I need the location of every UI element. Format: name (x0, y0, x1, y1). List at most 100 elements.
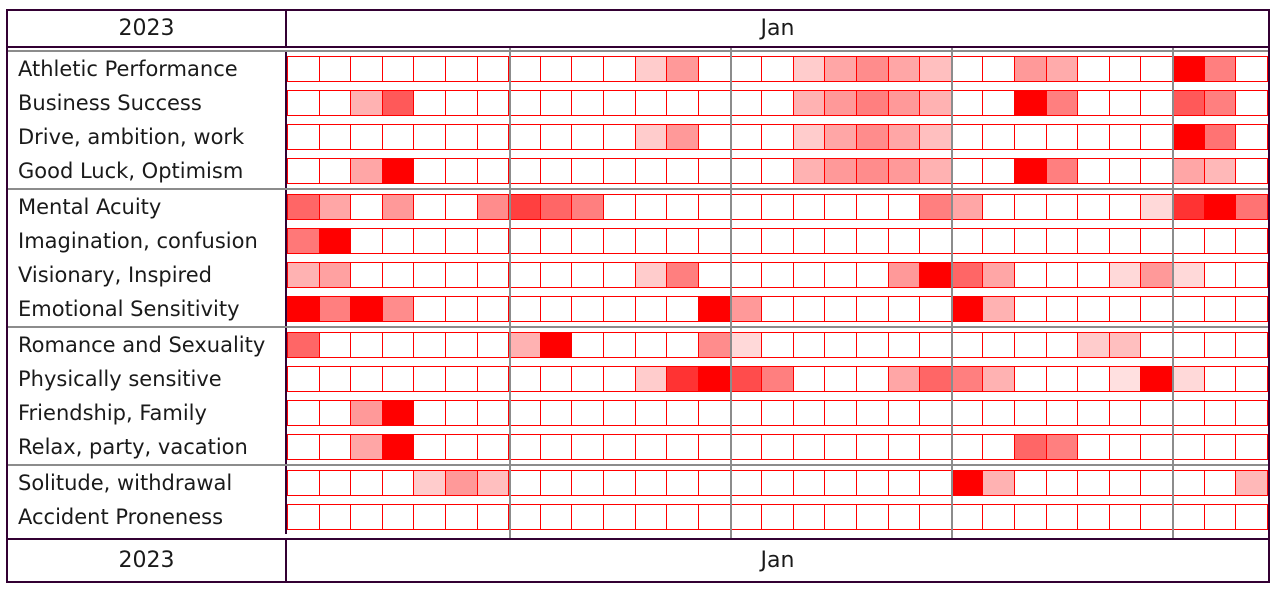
heat-cell (1045, 434, 1079, 460)
heat-cell (824, 296, 857, 322)
calendar-row: Solitude, withdrawal (8, 466, 1268, 500)
heat-cell (1045, 194, 1079, 220)
heat-cell (761, 228, 794, 254)
heat-cell (950, 332, 984, 358)
heat-cell (824, 400, 857, 426)
heat-band (287, 90, 1268, 116)
heat-cell (697, 296, 731, 322)
heat-cell (476, 400, 510, 426)
heat-cell (729, 158, 763, 184)
calendar-row: Romance and Sexuality (8, 328, 1268, 362)
calendar-row: Imagination, confusion (8, 224, 1268, 258)
heat-cell (729, 504, 763, 530)
heat-cell (855, 332, 889, 358)
heat-cell (1077, 124, 1110, 150)
heat-cell (445, 366, 478, 392)
heat-cell (982, 332, 1016, 358)
heat-cell (476, 124, 510, 150)
heat-cell (729, 366, 763, 392)
heat-cell (634, 504, 668, 530)
heat-cell (1172, 504, 1205, 530)
heat-cell (1235, 332, 1268, 358)
heat-cell (729, 400, 763, 426)
heat-cell (697, 262, 731, 288)
heat-cell (287, 400, 320, 426)
heat-cell (855, 366, 889, 392)
calendar-row: Physically sensitive (8, 362, 1268, 396)
heat-cell (603, 434, 636, 460)
heat-cell (1172, 90, 1205, 116)
heat-cell (1077, 400, 1110, 426)
heat-cell (508, 124, 541, 150)
heat-cell (1108, 56, 1142, 82)
heat-cell (761, 366, 794, 392)
heat-cell (1235, 56, 1268, 82)
row-label: Drive, ambition, work (8, 120, 287, 154)
heat-cell (919, 194, 952, 220)
heat-cell (381, 296, 415, 322)
row-label: Romance and Sexuality (8, 328, 287, 362)
heat-cell (476, 194, 510, 220)
heat-cell (1108, 194, 1142, 220)
heat-cell (1235, 124, 1268, 150)
heat-cell (761, 434, 794, 460)
heat-cell (1077, 90, 1110, 116)
heat-cell (1077, 504, 1110, 530)
heat-cell (1108, 470, 1142, 496)
heat-cell (318, 124, 352, 150)
heat-cell (634, 158, 668, 184)
heat-cell (729, 434, 763, 460)
heat-cell (919, 56, 952, 82)
heat-cell (634, 366, 668, 392)
heat-cell (1140, 470, 1174, 496)
heat-cell (634, 56, 668, 82)
heat-cell (982, 158, 1016, 184)
heat-cell (697, 158, 731, 184)
header-month-label: Jan (760, 16, 795, 41)
heat-cell (1140, 158, 1174, 184)
calendar-row: Relax, party, vacation (8, 430, 1268, 464)
heat-cell (476, 470, 510, 496)
heat-cell (381, 90, 415, 116)
heat-cell (476, 296, 510, 322)
heat-cell (1045, 366, 1079, 392)
heat-cell (1108, 158, 1142, 184)
heat-cell (697, 366, 731, 392)
heat-cell (539, 332, 573, 358)
heat-cell (919, 366, 952, 392)
heat-cell (761, 158, 794, 184)
heat-cell (445, 400, 478, 426)
heat-cell (950, 262, 984, 288)
heat-cell (318, 228, 352, 254)
heat-cell (318, 56, 352, 82)
heat-cell (1203, 158, 1237, 184)
heat-cell (318, 400, 352, 426)
heat-cell (919, 262, 952, 288)
heat-cell (1014, 90, 1047, 116)
heat-cell (729, 90, 763, 116)
heat-cell (287, 158, 320, 184)
heat-cell (855, 262, 889, 288)
heat-cell (350, 56, 383, 82)
heat-cell (1014, 332, 1047, 358)
heat-cell (287, 194, 320, 220)
heat-cell (824, 504, 857, 530)
heat-band (287, 194, 1268, 220)
heat-cell (1203, 504, 1237, 530)
heat-cell (350, 296, 383, 322)
heat-cell (350, 194, 383, 220)
heat-cell (1203, 332, 1237, 358)
heat-cell (381, 158, 415, 184)
heat-cell (381, 470, 415, 496)
footer-year-label: 2023 (8, 540, 287, 581)
heat-cell (761, 400, 794, 426)
heat-cell (1014, 296, 1047, 322)
heat-cell (476, 228, 510, 254)
row-label: Solitude, withdrawal (8, 466, 287, 500)
heat-cell (413, 228, 447, 254)
heat-cell (761, 262, 794, 288)
heat-cell (855, 434, 889, 460)
heat-cell (666, 158, 699, 184)
heat-cell (1108, 332, 1142, 358)
heat-cell (1140, 332, 1174, 358)
